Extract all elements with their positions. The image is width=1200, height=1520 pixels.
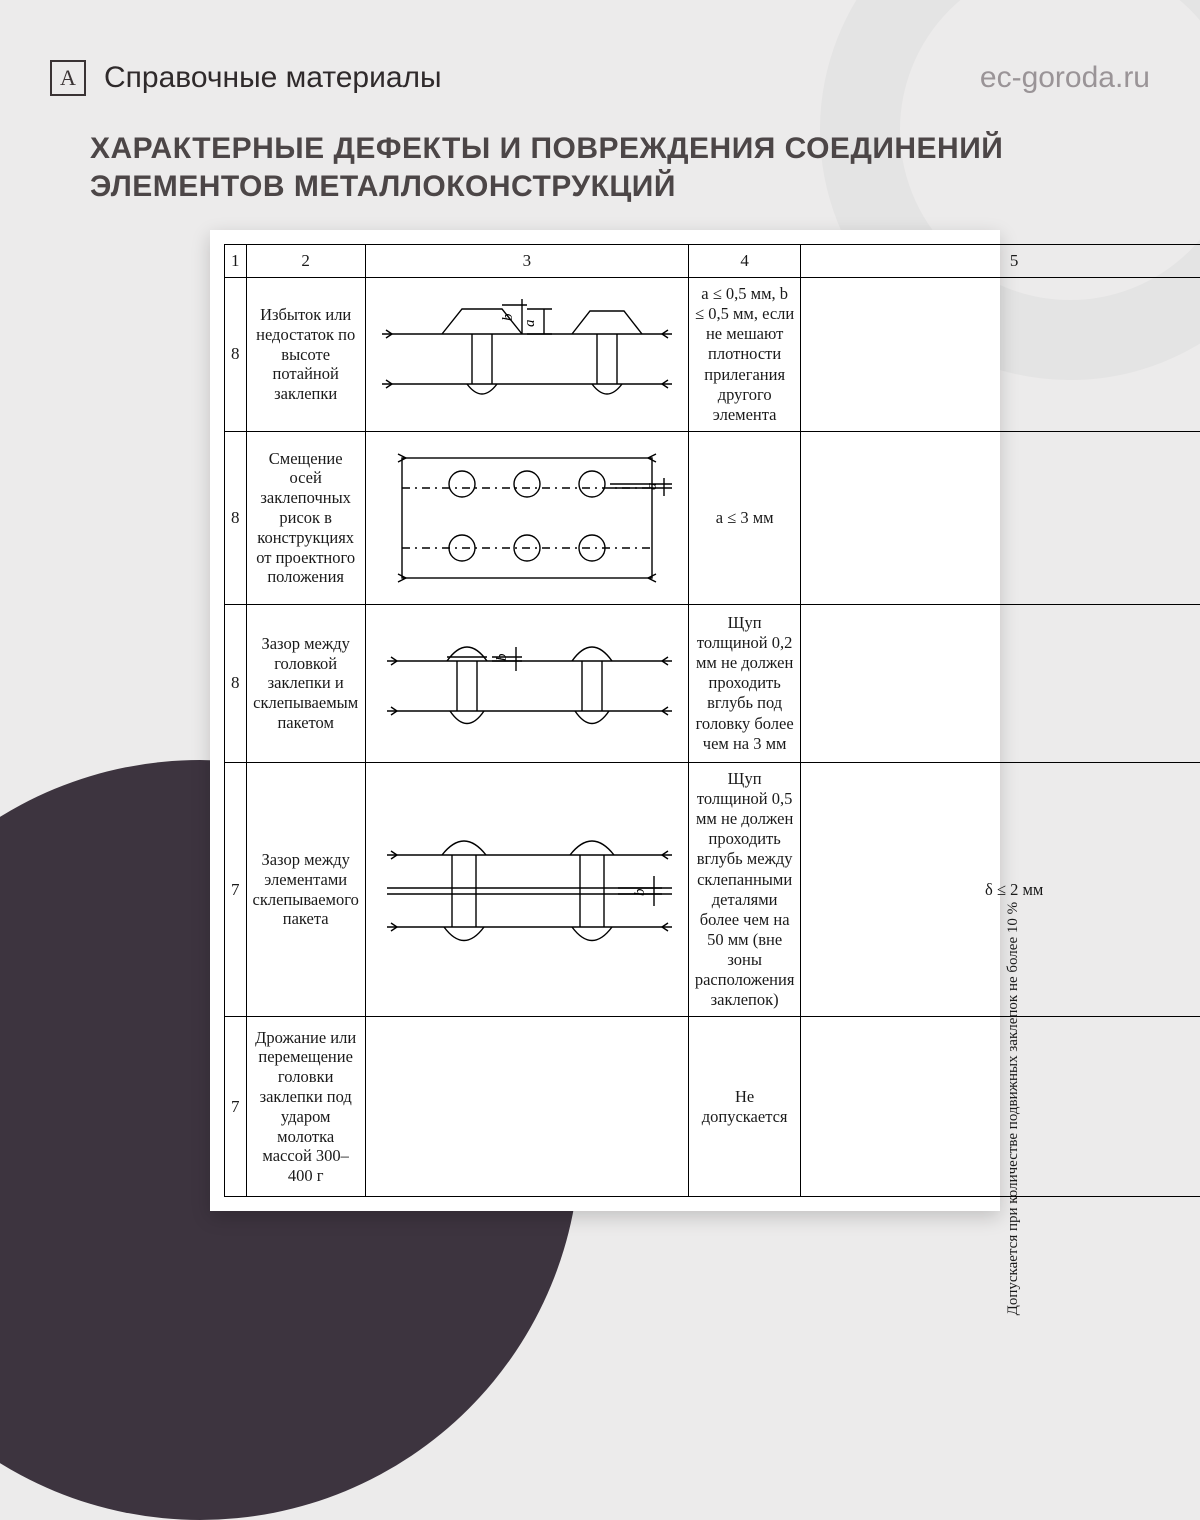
row-extra: δ ≤ 2 мм: [801, 762, 1200, 1017]
row-desc: Смещение осей заклепочных рисок в констр…: [246, 431, 365, 604]
row-num: 8: [225, 431, 247, 604]
table-row: 8 Избыток или недостаток по высоте потай…: [225, 278, 1200, 432]
page-title: ХАРАКТЕРНЫЕ ДЕФЕКТЫ И ПОВРЕЖДЕНИЯ СОЕДИН…: [90, 130, 1130, 207]
row-condition: Щуп толщиной 0,5 мм не должен проходить …: [688, 762, 801, 1017]
sheet: 1 2 3 4 5 8 Избыток или недостаток по вы…: [210, 230, 1000, 1211]
col-header: 4: [688, 245, 801, 278]
logo-icon: A: [50, 60, 86, 96]
cond-text: Щуп толщиной 0,5 мм не должен проходить …: [695, 769, 795, 1009]
table-row: 8 Зазор между головкой заклепки и склепы…: [225, 604, 1200, 762]
row-diagram: b: [365, 604, 688, 762]
row-num: 7: [225, 1017, 247, 1197]
row-desc: Дрожание или перемещение головки заклепк…: [246, 1017, 365, 1197]
svg-text:b: b: [632, 888, 648, 896]
rotated-text: Допускается при количестве подвижных зак…: [1006, 902, 1023, 1315]
row-diagram: b: [365, 762, 688, 1017]
table-row: 7 Дрожание или перемещение головки закле…: [225, 1017, 1200, 1197]
row-extra: [801, 278, 1200, 432]
col-header: 5: [801, 245, 1200, 278]
source-url: ec-goroda.ru: [980, 61, 1150, 95]
svg-text:b: b: [500, 313, 516, 321]
row-diagram: a: [365, 431, 688, 604]
table-header-row: 1 2 3 4 5: [225, 245, 1200, 278]
plate-gap-diagram-svg: b: [372, 810, 682, 970]
row-condition: a ≤ 0,5 мм, b ≤ 0,5 мм, если не мешают п…: [688, 278, 801, 432]
row-num: 8: [225, 278, 247, 432]
row-num: 8: [225, 604, 247, 762]
countersunk-diagram-svg: a b: [372, 289, 682, 419]
table-row: 8 Смещение осей заклепочных рисок в конс…: [225, 431, 1200, 604]
col-header: 1: [225, 245, 247, 278]
row-diagram: [365, 1017, 688, 1197]
row-desc: Зазор между элементами склепываемого пак…: [246, 762, 365, 1017]
cond-text: Щуп толщиной 0,2 мм не должен проходить …: [696, 613, 794, 753]
svg-text:a: a: [644, 482, 660, 490]
row-condition: Не допускается: [688, 1017, 801, 1197]
row-diagram: a b: [365, 278, 688, 432]
row-condition: a ≤ 3 мм: [688, 431, 801, 604]
cond-text: Не допускается: [702, 1087, 788, 1126]
table-row: 7 Зазор между элементами склепываемого п…: [225, 762, 1200, 1017]
head-gap-diagram-svg: b: [372, 611, 682, 756]
svg-text:a: a: [522, 320, 538, 328]
offset-holes-diagram-svg: a: [372, 438, 682, 598]
row-condition: Щуп толщиной 0,2 мм не должен проходить …: [688, 604, 801, 762]
col-header: 2: [246, 245, 365, 278]
row-extra: [801, 431, 1200, 604]
col-header: 3: [365, 245, 688, 278]
page-header: A Справочные материалы ec-goroda.ru: [50, 60, 1150, 96]
row-extra: [801, 604, 1200, 762]
header-subtitle: Справочные материалы: [104, 61, 442, 95]
row-num: 7: [225, 762, 247, 1017]
row-extra-rotated: Допускается при количестве подвижных зак…: [801, 1017, 1200, 1197]
cond-text: a ≤ 3 мм: [716, 508, 774, 527]
defects-table: 1 2 3 4 5 8 Избыток или недостаток по вы…: [224, 244, 1200, 1197]
cond-text: a ≤ 0,5 мм, b ≤ 0,5 мм, если не мешают п…: [695, 284, 794, 424]
svg-text:b: b: [494, 653, 510, 661]
row-desc: Избыток или недостаток по высоте потайно…: [246, 278, 365, 432]
row-desc: Зазор между головкой заклепки и склепыва…: [246, 604, 365, 762]
